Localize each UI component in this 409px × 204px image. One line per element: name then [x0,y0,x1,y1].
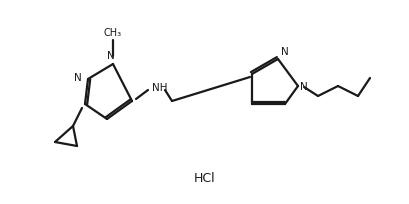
Text: CH₃: CH₃ [104,28,122,38]
Text: N: N [299,82,307,92]
Text: N: N [74,73,82,83]
Text: N: N [280,47,288,57]
Text: NH: NH [152,83,167,93]
Text: N: N [107,51,115,61]
Text: HCl: HCl [194,173,215,185]
